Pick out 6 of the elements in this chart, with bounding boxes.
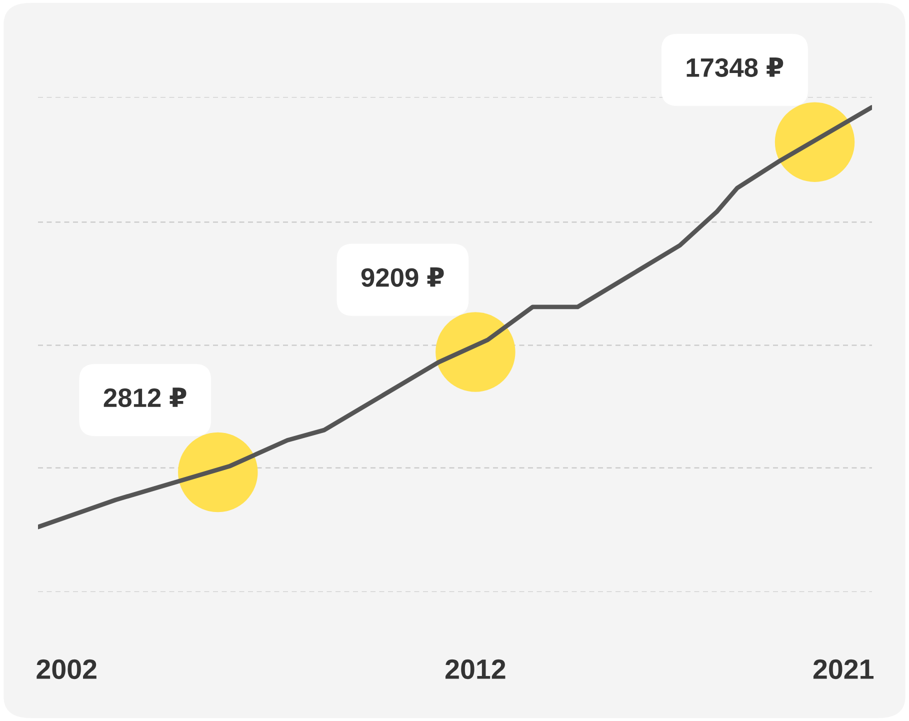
annotation: 17348 ₽ <box>686 57 784 77</box>
x-tick-label: 2002 <box>36 659 96 680</box>
annotation: 2812 ₽ <box>104 388 186 408</box>
x-tick-label: 2012 <box>446 659 506 680</box>
annotation: 9209 ₽ <box>361 267 444 287</box>
x-tick-label: 2021 <box>813 659 874 680</box>
